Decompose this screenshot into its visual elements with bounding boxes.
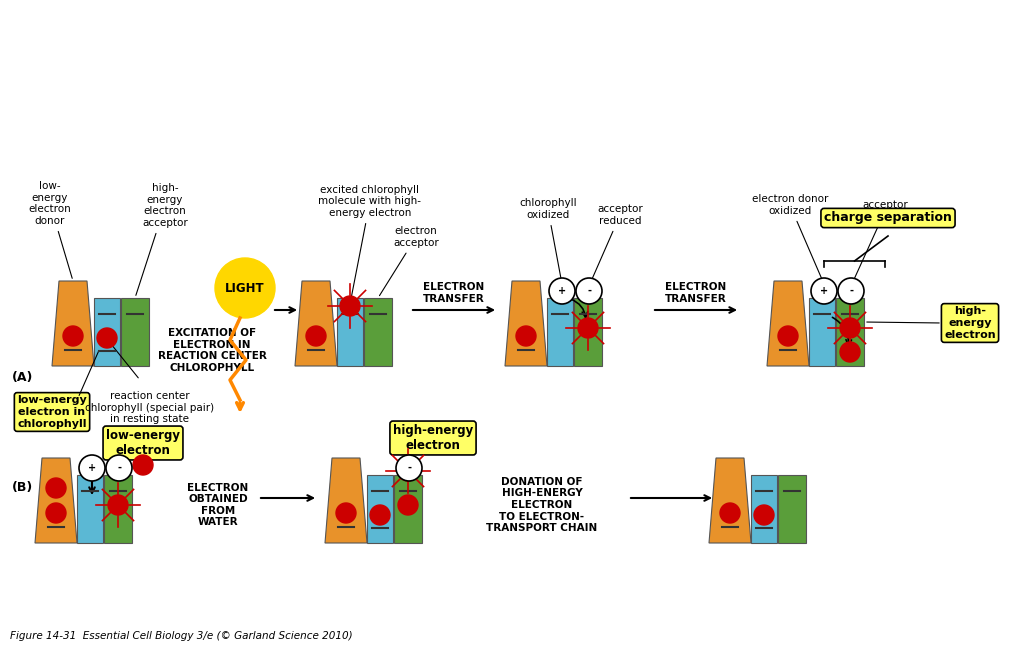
Polygon shape <box>767 281 809 366</box>
Text: EXCITATION OF
ELECTRON IN
REACTION CENTER
CHLOROPHYLL: EXCITATION OF ELECTRON IN REACTION CENTE… <box>158 328 266 373</box>
Circle shape <box>97 328 117 348</box>
Circle shape <box>575 278 602 304</box>
Text: high-energy
electron: high-energy electron <box>393 424 473 452</box>
Circle shape <box>106 455 132 481</box>
Text: +: + <box>820 286 828 296</box>
Circle shape <box>811 278 837 304</box>
Circle shape <box>133 455 153 475</box>
Text: low-energy
electron in
chlorophyll: low-energy electron in chlorophyll <box>17 395 87 428</box>
Circle shape <box>46 503 66 523</box>
Text: ELECTRON
TRANSFER: ELECTRON TRANSFER <box>423 283 485 304</box>
Bar <box>574 298 602 366</box>
Circle shape <box>215 258 275 318</box>
Text: excited chlorophyll
molecule with high-
energy electron: excited chlorophyll molecule with high- … <box>318 185 422 301</box>
Circle shape <box>516 326 536 346</box>
Bar <box>337 298 362 366</box>
Polygon shape <box>295 281 337 366</box>
Bar <box>121 298 150 366</box>
Circle shape <box>549 278 575 304</box>
Bar <box>809 298 835 366</box>
Text: chlorophyll
oxidized: chlorophyll oxidized <box>519 198 577 281</box>
Text: +: + <box>88 463 96 473</box>
Text: LIGHT: LIGHT <box>225 281 265 294</box>
Circle shape <box>398 495 418 515</box>
Circle shape <box>108 495 128 515</box>
Text: -: - <box>407 463 411 473</box>
Text: Figure 14-31  Essential Cell Biology 3/e (© Garland Science 2010): Figure 14-31 Essential Cell Biology 3/e … <box>10 631 352 641</box>
Bar <box>836 298 864 366</box>
Circle shape <box>398 461 418 481</box>
Circle shape <box>336 503 356 523</box>
Circle shape <box>63 326 83 346</box>
Circle shape <box>840 342 860 362</box>
Polygon shape <box>325 458 367 543</box>
Circle shape <box>778 326 798 346</box>
Bar <box>394 475 422 543</box>
Polygon shape <box>709 458 751 543</box>
Bar <box>94 298 120 366</box>
Circle shape <box>370 505 390 525</box>
Bar <box>77 475 103 543</box>
Text: -: - <box>587 286 591 296</box>
Text: low-energy
electron: low-energy electron <box>106 429 180 457</box>
Bar <box>364 298 392 366</box>
Circle shape <box>838 278 864 304</box>
Bar <box>367 475 393 543</box>
Circle shape <box>340 296 360 316</box>
Text: ELECTRON
OBTAINED
FROM
WATER: ELECTRON OBTAINED FROM WATER <box>187 483 249 527</box>
Text: (A): (A) <box>12 371 34 384</box>
Polygon shape <box>35 458 77 543</box>
Text: (B): (B) <box>12 481 33 494</box>
Text: high-
energy
electron
acceptor: high- energy electron acceptor <box>136 183 187 295</box>
Circle shape <box>754 505 774 525</box>
Text: charge separation: charge separation <box>824 211 952 224</box>
Circle shape <box>578 318 598 338</box>
Circle shape <box>840 318 860 338</box>
Text: acceptor
reduced: acceptor reduced <box>590 204 643 283</box>
Text: low-
energy
electron
donor: low- energy electron donor <box>29 181 73 279</box>
Text: electron
acceptor: electron acceptor <box>380 226 439 295</box>
Text: electron donor
oxidized: electron donor oxidized <box>752 194 828 281</box>
Bar <box>778 475 806 543</box>
Text: DONATION OF
HIGH-ENERGY
ELECTRON
TO ELECTRON-
TRANSPORT CHAIN: DONATION OF HIGH-ENERGY ELECTRON TO ELEC… <box>486 477 598 533</box>
Text: -: - <box>849 286 853 296</box>
Circle shape <box>306 326 326 346</box>
Circle shape <box>79 455 105 481</box>
Circle shape <box>720 503 740 523</box>
Bar <box>104 475 132 543</box>
Text: +: + <box>558 286 566 296</box>
Circle shape <box>396 455 422 481</box>
Polygon shape <box>52 281 94 366</box>
Text: ELECTRON
TRANSFER: ELECTRON TRANSFER <box>666 283 727 304</box>
Bar <box>751 475 777 543</box>
Polygon shape <box>505 281 547 366</box>
Bar <box>547 298 573 366</box>
Text: high-
energy
electron: high- energy electron <box>944 307 995 340</box>
Text: reaction center
chlorophyll (special pair)
in resting state: reaction center chlorophyll (special pai… <box>85 391 215 424</box>
Text: -: - <box>117 463 121 473</box>
Circle shape <box>46 478 66 498</box>
Text: acceptor
reduced: acceptor reduced <box>852 200 908 283</box>
